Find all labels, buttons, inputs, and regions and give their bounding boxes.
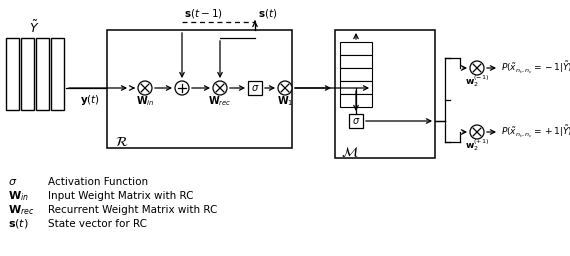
Text: Input Weight Matrix with RC: Input Weight Matrix with RC bbox=[48, 191, 193, 201]
Bar bbox=[51, 38, 64, 110]
Text: $P(\tilde{x}_{n_t,n_c}=-1|\tilde{Y})$: $P(\tilde{x}_{n_t,n_c}=-1|\tilde{Y})$ bbox=[501, 60, 570, 76]
Text: State vector for RC: State vector for RC bbox=[48, 219, 147, 229]
Text: $\mathbf{W}_{in}$: $\mathbf{W}_{in}$ bbox=[8, 189, 29, 203]
Bar bbox=[340, 68, 372, 81]
Bar bbox=[107, 30, 292, 148]
Text: $\mathbf{s}(t-1)$: $\mathbf{s}(t-1)$ bbox=[184, 7, 222, 20]
Text: $\mathbf{w}_2^{(+1)}$: $\mathbf{w}_2^{(+1)}$ bbox=[465, 137, 489, 153]
Text: $\mathbf{s}(t)$: $\mathbf{s}(t)$ bbox=[8, 218, 29, 230]
Bar bbox=[340, 81, 372, 94]
Circle shape bbox=[278, 81, 292, 95]
Text: Activation Function: Activation Function bbox=[48, 177, 148, 187]
Text: $\mathbf{y}(t)$: $\mathbf{y}(t)$ bbox=[80, 93, 100, 107]
Bar bbox=[340, 42, 372, 55]
Circle shape bbox=[470, 61, 484, 75]
Text: $\mathbf{w}_2^{(-1)}$: $\mathbf{w}_2^{(-1)}$ bbox=[465, 73, 489, 89]
Circle shape bbox=[470, 125, 484, 139]
Bar bbox=[335, 30, 435, 158]
Text: $\mathcal{R}$: $\mathcal{R}$ bbox=[115, 135, 128, 149]
Text: $\mathbf{s}(t)$: $\mathbf{s}(t)$ bbox=[258, 7, 278, 20]
Text: $\tilde{Y}$: $\tilde{Y}$ bbox=[28, 20, 39, 36]
Text: $\mathcal{M}$: $\mathcal{M}$ bbox=[341, 145, 359, 159]
Text: $P(\tilde{x}_{n_t,n_c}=+1|\tilde{Y})$: $P(\tilde{x}_{n_t,n_c}=+1|\tilde{Y})$ bbox=[501, 124, 570, 140]
Text: $\sigma$: $\sigma$ bbox=[352, 116, 360, 126]
Bar bbox=[36, 38, 49, 110]
Text: $\mathbf{W}_{in}$: $\mathbf{W}_{in}$ bbox=[136, 94, 154, 108]
Bar bbox=[248, 81, 262, 95]
Text: $\mathbf{W}_{rec}$: $\mathbf{W}_{rec}$ bbox=[8, 203, 35, 217]
Bar bbox=[21, 38, 34, 110]
Text: $\sigma$: $\sigma$ bbox=[8, 177, 17, 187]
Circle shape bbox=[138, 81, 152, 95]
Text: Recurrent Weight Matrix with RC: Recurrent Weight Matrix with RC bbox=[48, 205, 217, 215]
Circle shape bbox=[213, 81, 227, 95]
Bar bbox=[340, 94, 372, 107]
Text: $\sigma$: $\sigma$ bbox=[251, 83, 259, 93]
Bar bbox=[349, 114, 363, 128]
Circle shape bbox=[175, 81, 189, 95]
Bar bbox=[340, 55, 372, 68]
Bar bbox=[6, 38, 19, 110]
Text: $\mathbf{W}_1$: $\mathbf{W}_1$ bbox=[277, 94, 293, 108]
Text: $\mathbf{W}_{rec}$: $\mathbf{W}_{rec}$ bbox=[208, 94, 232, 108]
